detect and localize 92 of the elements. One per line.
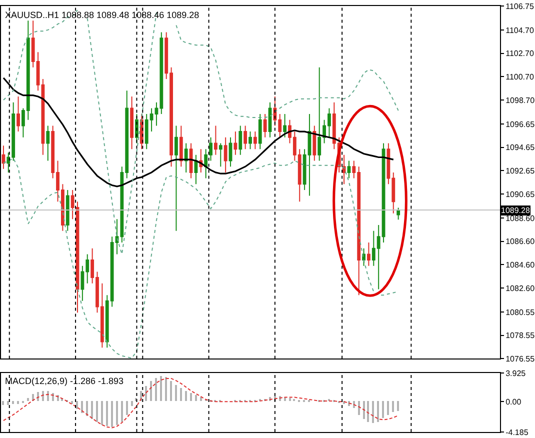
- bar: [121, 401, 123, 422]
- candlestick: [234, 131, 238, 156]
- candlestick: [248, 131, 252, 150]
- candlestick: [46, 125, 50, 162]
- y-tick-label: 1090.65: [506, 190, 535, 199]
- y-tick-label: 3.925: [506, 369, 526, 378]
- bar: [363, 401, 365, 420]
- candlestick: [263, 114, 267, 138]
- text: XAUUSD..H1 1088.88 1089.48 1088.46 1089.28: [5, 10, 200, 20]
- bar: [392, 401, 394, 412]
- bar: [165, 377, 167, 402]
- y-tick-label: 1100.70: [506, 72, 534, 82]
- bar: [155, 378, 157, 402]
- bar: [27, 398, 29, 402]
- y-tick-label: 1088.60: [506, 214, 535, 223]
- candlestick: [16, 96, 20, 132]
- candlestick: [283, 114, 287, 138]
- candlestick: [312, 125, 316, 162]
- bar: [387, 401, 389, 416]
- y-tick-label: 1102.70: [506, 49, 534, 58]
- candlestick: [253, 131, 257, 150]
- candlestick: [189, 142, 193, 179]
- bar: [106, 401, 108, 426]
- y-tick-label: 1082.60: [506, 284, 535, 293]
- bar: [382, 401, 384, 418]
- bar: [126, 401, 128, 416]
- candlestick: [174, 125, 178, 232]
- bar: [116, 401, 118, 426]
- y-tick-label: 1104.70: [506, 26, 534, 35]
- bar: [175, 385, 177, 402]
- candlestick: [258, 114, 262, 150]
- candlestick: [224, 136, 228, 173]
- bar: [96, 401, 98, 422]
- bar: [195, 395, 197, 402]
- candlestick: [130, 96, 134, 150]
- ref-line-label: 1089.28: [501, 206, 530, 215]
- bar: [81, 401, 83, 414]
- chart-title: MACD(12,26,9) -1.286 -1.893: [5, 376, 124, 386]
- bar: [101, 401, 103, 426]
- bar: [131, 401, 133, 406]
- bar: [200, 397, 202, 402]
- bar: [372, 401, 374, 424]
- y-tick-label: 1076.55: [506, 354, 535, 364]
- line-series: [2, 378, 399, 428]
- bar: [397, 401, 399, 412]
- bar: [76, 401, 78, 410]
- candlestick: [228, 136, 232, 168]
- bar: [190, 393, 192, 402]
- candlestick: [184, 142, 188, 173]
- bar: [111, 401, 113, 428]
- bar: [91, 401, 93, 420]
- bar: [289, 398, 291, 402]
- y-tick-label: 1096.65: [506, 120, 535, 129]
- candlestick: [244, 125, 248, 150]
- bar: [2, 401, 4, 406]
- y-tick-label: 1098.70: [506, 96, 535, 105]
- bar: [145, 386, 147, 402]
- y-tick-label: 1092.65: [506, 166, 535, 176]
- bar: [180, 388, 182, 402]
- y-tick-label: 1106.75: [506, 2, 534, 11]
- y-tick-label: 1084.60: [506, 260, 535, 270]
- y-tick-label: -4.185: [506, 428, 529, 437]
- y-tick-label: 1094.65: [506, 143, 535, 152]
- bar: [86, 401, 88, 416]
- bar: [150, 381, 152, 402]
- bar: [348, 401, 350, 406]
- candlestick: [347, 160, 351, 179]
- candlestick: [396, 207, 400, 220]
- candlestick: [66, 189, 70, 232]
- bar: [7, 401, 9, 406]
- bar: [367, 401, 369, 422]
- y-tick-label: 1080.55: [506, 308, 535, 317]
- candlestick: [214, 125, 218, 156]
- bar: [358, 401, 360, 416]
- bar: [17, 401, 19, 404]
- bar: [185, 391, 187, 402]
- bar: [160, 376, 162, 402]
- candlestick: [194, 154, 198, 185]
- bar: [170, 381, 172, 402]
- candlestick: [367, 242, 370, 266]
- candlestick: [238, 125, 242, 156]
- candlestick: [179, 125, 183, 168]
- candlestick: [362, 248, 366, 266]
- bar: [377, 401, 379, 422]
- candlestick: [218, 142, 222, 168]
- y-tick-label: 0.00: [506, 397, 522, 406]
- bar: [12, 401, 14, 404]
- y-tick-label: 1086.60: [506, 237, 535, 246]
- bar: [47, 391, 49, 402]
- candlestick: [2, 145, 6, 170]
- candlestick: [268, 102, 272, 138]
- y-tick-label: 1078.55: [506, 331, 535, 340]
